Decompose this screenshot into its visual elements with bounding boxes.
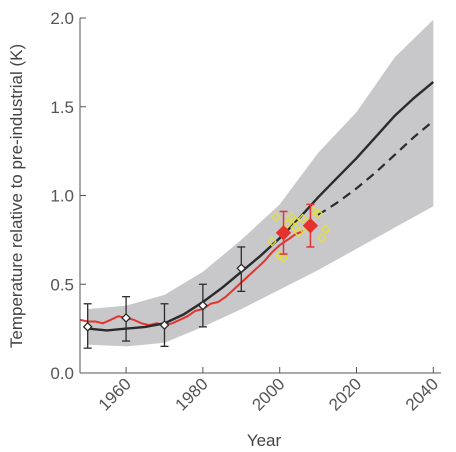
model-series-line bbox=[87, 80, 435, 332]
x-tick-label: 1960 bbox=[95, 374, 135, 414]
x-axis-title: Year bbox=[247, 431, 282, 450]
scatter-diamond-marker bbox=[317, 233, 327, 244]
x-tick-label: 2040 bbox=[402, 374, 442, 414]
projection-dashed-line bbox=[317, 120, 435, 216]
scatter-diamond-marker bbox=[313, 208, 324, 219]
open-diamond-marker bbox=[121, 313, 132, 323]
open-diamond-marker bbox=[159, 320, 170, 330]
scatter-diamond-marker bbox=[293, 227, 304, 238]
y-tick-label: 2.0 bbox=[50, 9, 74, 28]
uncertainty-band bbox=[87, 19, 434, 347]
red-errorbar-point bbox=[302, 203, 319, 248]
scatter-diamond-marker bbox=[267, 236, 277, 247]
scatter-diamond-marker bbox=[282, 218, 293, 229]
y-axis-title: Temperature relative to pre-industrial (… bbox=[7, 44, 26, 348]
black-errorbar-point bbox=[159, 303, 170, 348]
y-tick-label: 1.0 bbox=[50, 187, 74, 206]
scatter-diamond-marker bbox=[320, 224, 331, 235]
y-tick-label: 1.5 bbox=[50, 98, 74, 117]
x-tick-label: 1980 bbox=[172, 374, 212, 414]
black-errorbar-point bbox=[197, 283, 208, 328]
x-tick-label: 2000 bbox=[248, 374, 288, 414]
scatter-diamond-marker bbox=[270, 211, 281, 222]
observed-series-line bbox=[79, 230, 304, 327]
black-errorbar-point bbox=[82, 303, 93, 349]
filled-diamond-marker bbox=[275, 225, 292, 241]
black-errorbar-point bbox=[121, 296, 132, 342]
open-diamond-marker bbox=[236, 263, 247, 274]
open-diamond-marker bbox=[82, 321, 93, 332]
series-lines-layer bbox=[79, 80, 435, 332]
markers-layer bbox=[82, 203, 331, 349]
black-errorbar-point bbox=[236, 246, 247, 293]
scatter-diamond-marker bbox=[297, 213, 308, 224]
y-tick-label: 0.0 bbox=[50, 364, 74, 383]
uncertainty-band-layer bbox=[87, 19, 434, 347]
red-errorbar-point bbox=[275, 210, 292, 255]
y-tick-label: 0.5 bbox=[50, 275, 74, 294]
open-diamond-marker bbox=[197, 300, 208, 311]
filled-diamond-marker bbox=[302, 217, 319, 234]
x-tick-label: 2020 bbox=[325, 374, 365, 414]
scatter-diamond-marker bbox=[278, 252, 289, 263]
scatter-diamond-marker bbox=[290, 222, 300, 233]
